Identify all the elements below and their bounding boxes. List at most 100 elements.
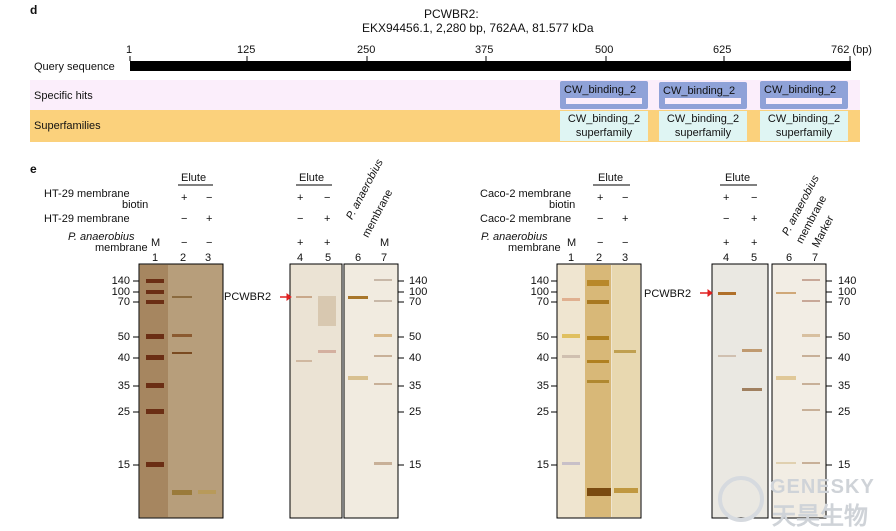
hit-box: CW_binding_2 — [560, 81, 648, 109]
mw-label: 40 — [117, 352, 130, 364]
mw-label: 35 — [838, 380, 851, 392]
lane-number: 5 — [751, 252, 758, 264]
sign: + — [181, 192, 188, 204]
superfamily-line1: CW_binding_2 — [567, 113, 641, 125]
sign: − — [181, 213, 188, 225]
mw-label: 35 — [117, 380, 130, 392]
hit-box: CW_binding_2 — [760, 81, 848, 109]
superfamily-line2: superfamily — [775, 127, 833, 139]
lane-number: 6 — [355, 252, 362, 264]
axis-tick-1: 1 — [126, 44, 133, 56]
superfamily-line1: CW_binding_2 — [666, 113, 740, 125]
hit-label: CW_binding_2 — [764, 84, 837, 96]
domain-title: PCWBR2: — [424, 7, 479, 21]
sign: − — [597, 237, 604, 249]
row-label: Caco-2 membrane — [480, 213, 572, 225]
row-label: HT-29 membrane — [44, 188, 130, 200]
mw-label: 70 — [838, 296, 851, 308]
mw-label: 40 — [838, 352, 851, 364]
mw-label: 140 — [530, 275, 549, 287]
gel-right-2 — [711, 263, 769, 519]
panel-e-label: e — [30, 162, 37, 176]
query-sequence-label: Query sequence — [34, 61, 115, 73]
row-label: P. anaerobius — [481, 231, 548, 243]
axis-tick-250: 250 — [357, 44, 376, 56]
row-label: P. anaerobius — [68, 231, 135, 243]
gel-left-3 — [343, 263, 399, 519]
lane-number: 7 — [381, 252, 388, 264]
mw-label: 40 — [536, 352, 549, 364]
row-label: membrane — [95, 242, 148, 254]
mw-label: 15 — [409, 459, 422, 471]
marker-m-label: M — [151, 237, 161, 249]
gel-right-3 — [771, 263, 827, 519]
lane-number: 1 — [152, 252, 159, 264]
lane-number: 6 — [786, 252, 793, 264]
axis-tick-625: 625 — [713, 44, 732, 56]
superfamilies-label: Superfamilies — [34, 120, 101, 132]
lane-number: 4 — [297, 252, 304, 264]
row-label: HT-29 membrane — [44, 213, 130, 225]
sign: + — [297, 237, 304, 249]
elute-label: Elute — [181, 172, 207, 184]
sign: + — [723, 192, 730, 204]
watermark-logo — [718, 476, 764, 522]
sign: − — [723, 213, 730, 225]
sign: + — [324, 213, 331, 225]
mw-label: 15 — [117, 459, 130, 471]
sign: − — [324, 192, 331, 204]
mw-label: 100 — [409, 286, 428, 298]
mw-label: 40 — [409, 352, 422, 364]
mw-label: 50 — [117, 331, 130, 343]
mw-label: 35 — [536, 380, 549, 392]
sign: + — [622, 213, 629, 225]
axis-tick-762: 762 (bp) — [831, 44, 872, 56]
elute-label: Elute — [598, 172, 624, 184]
mw-label: 140 — [838, 275, 857, 287]
lane-number: 2 — [180, 252, 187, 264]
panel-d-label: d — [30, 3, 38, 17]
row-label: biotin — [549, 199, 576, 211]
mw-label: 100 — [111, 286, 130, 298]
hit-label: CW_binding_2 — [564, 84, 637, 96]
mw-label: 70 — [536, 296, 549, 308]
row-label: biotin — [122, 199, 149, 211]
sign: + — [206, 213, 213, 225]
protein-label: PCWBR2 — [644, 288, 692, 300]
sign: − — [206, 192, 213, 204]
sign: − — [622, 237, 629, 249]
mw-label: 35 — [409, 380, 422, 392]
lane-number: 3 — [205, 252, 212, 264]
superfamily-line1: CW_binding_2 — [767, 113, 841, 125]
sign: − — [751, 192, 758, 204]
mw-label: 70 — [409, 296, 422, 308]
sign: − — [297, 213, 304, 225]
superfamily-box: CW_binding_2 superfamily — [760, 111, 848, 141]
axis-tick-375: 375 — [475, 44, 494, 56]
sign: − — [181, 237, 188, 249]
sign: + — [297, 192, 304, 204]
mw-label: 140 — [111, 275, 130, 287]
mw-label: 25 — [536, 406, 549, 418]
superfamily-line2: superfamily — [575, 127, 633, 139]
mw-label: 50 — [536, 331, 549, 343]
gel-left-1 — [138, 263, 224, 519]
row-label: Caco-2 membrane — [480, 188, 572, 200]
watermark-brand: GENESKY — [770, 476, 875, 498]
mw-label: 15 — [536, 459, 549, 471]
axis-tick-marks — [129, 56, 851, 61]
domain-subtitle: EKX94456.1, 2,280 bp, 762AA, 81.577 kDa — [362, 21, 594, 35]
lane-number: 5 — [325, 252, 332, 264]
specific-hits-label: Specific hits — [34, 90, 93, 102]
axis-tick-125: 125 — [237, 44, 256, 56]
marker-m-label: M — [380, 237, 390, 249]
superfamily-box: CW_binding_2 superfamily — [659, 111, 747, 141]
watermark-chinese: 天昊生物 — [772, 503, 868, 530]
sign: − — [622, 192, 629, 204]
mw-label: 100 — [530, 286, 549, 298]
mw-label: 25 — [117, 406, 130, 418]
sign: + — [723, 237, 730, 249]
mw-label: 50 — [409, 331, 422, 343]
query-sequence-bar — [130, 61, 851, 71]
